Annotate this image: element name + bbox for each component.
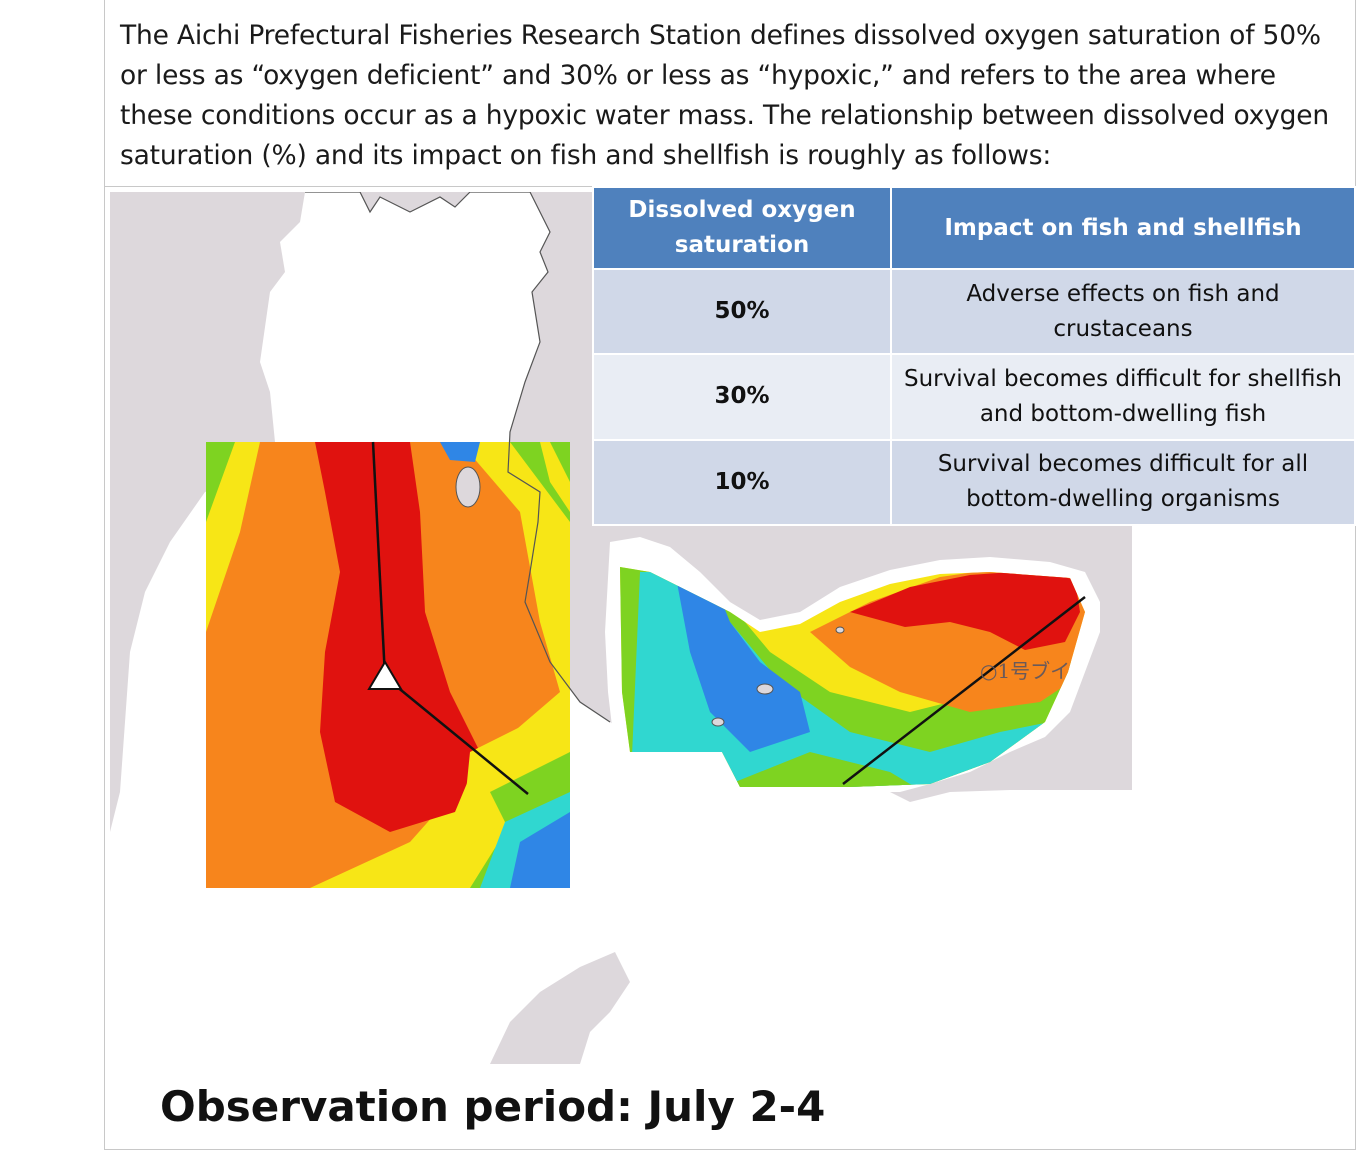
- coastline-ise: [305, 192, 611, 723]
- observation-period: Observation period: July 2-4: [160, 1082, 826, 1131]
- table-row: 30% Survival becomes difficult for shell…: [592, 353, 1356, 441]
- figure-frame: [104, 0, 1356, 1150]
- table-row: 50% Adverse effects on fish and crustace…: [592, 267, 1356, 356]
- transect-mikawa: [842, 596, 1086, 785]
- do-impact-table: Dissolved oxygen saturation Impact on fi…: [592, 186, 1356, 527]
- hypoxic-water-map: [110, 192, 1132, 1064]
- buoy-label: ○1号ブイ: [980, 659, 1071, 683]
- station-triangle-icon: [367, 660, 403, 690]
- header-saturation: Dissolved oxygen saturation: [592, 186, 892, 270]
- ise-do-field: [206, 442, 570, 888]
- table-header-row: Dissolved oxygen saturation Impact on fi…: [592, 186, 1356, 270]
- intro-paragraph: The Aichi Prefectural Fisheries Research…: [120, 20, 1329, 171]
- table-row: 10% Survival becomes difficult for all b…: [592, 438, 1356, 527]
- transect-ise-southeast: [384, 676, 529, 795]
- header-impact: Impact on fish and shellfish: [890, 186, 1356, 270]
- row-impact: Survival becomes difficult for all botto…: [890, 438, 1356, 527]
- row-impact: Adverse effects on fish and crustaceans: [890, 267, 1356, 356]
- row-level: 50%: [592, 267, 892, 356]
- row-impact: Survival becomes difficult for shellfish…: [890, 353, 1356, 441]
- islands: [455, 466, 845, 727]
- transect-ise-north: [371, 441, 387, 678]
- row-level: 30%: [592, 353, 892, 441]
- row-level: 10%: [592, 438, 892, 527]
